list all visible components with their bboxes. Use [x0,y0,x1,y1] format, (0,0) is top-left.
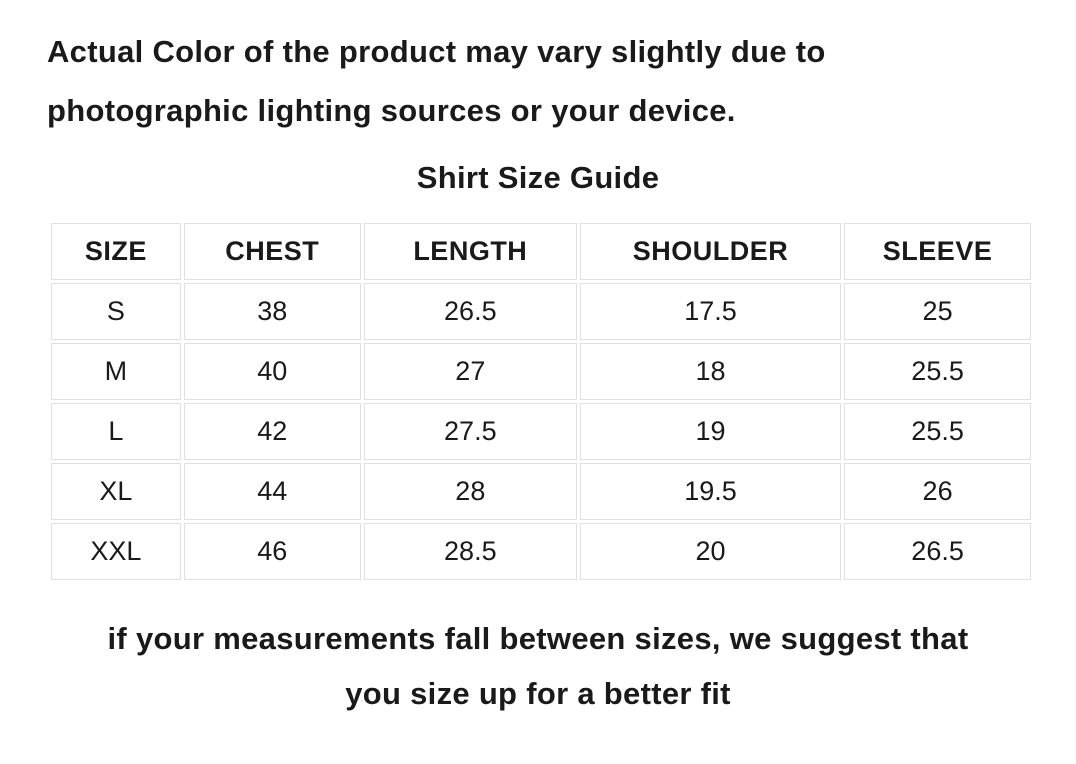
cell-l-chest: 42 [183,403,361,460]
cell-xxl-shoulder: 20 [579,523,842,580]
cell-xxl-chest: 46 [183,523,361,580]
cell-xl-size: XL [51,463,181,520]
table-row-s: S 38 26.5 17.5 25 [51,283,1031,340]
sizing-tip-line2: you size up for a better fit [345,676,731,711]
cell-m-chest: 40 [183,343,361,400]
cell-s-size: S [51,283,181,340]
cell-xxl-length: 28.5 [363,523,577,580]
page-title: Shirt Size Guide [416,160,660,195]
cell-m-length: 27 [363,343,577,400]
header-cell-shoulder: SHOULDER [579,223,842,280]
cell-xl-chest: 44 [183,463,361,520]
header-cell-size: SIZE [51,223,181,280]
cell-l-size: L [51,403,181,460]
sizing-tip: if your measurements fall between sizes,… [20,611,1056,721]
cell-s-length: 26.5 [363,283,577,340]
cell-s-sleeve: 25 [844,283,1031,340]
cell-m-shoulder: 18 [579,343,842,400]
color-disclaimer: Actual Color of the product may vary sli… [47,22,1036,140]
header-cell-sleeve: SLEEVE [844,223,1031,280]
header-cell-chest: CHEST [183,223,361,280]
size-guide-table: SIZE CHEST LENGTH SHOULDER SLEEVE S 38 2… [48,220,1034,583]
color-disclaimer-line2: photographic lighting sources or your de… [47,93,736,128]
color-disclaimer-line1: Actual Color of the product may vary sli… [47,34,826,69]
cell-l-length: 27.5 [363,403,577,460]
header-cell-length: LENGTH [363,223,577,280]
cell-xl-sleeve: 26 [844,463,1031,520]
table-row-xxl: XXL 46 28.5 20 26.5 [51,523,1031,580]
cell-l-shoulder: 19 [579,403,842,460]
table-header-row: SIZE CHEST LENGTH SHOULDER SLEEVE [51,223,1031,280]
cell-s-shoulder: 17.5 [579,283,842,340]
cell-xl-shoulder: 19.5 [579,463,842,520]
cell-s-chest: 38 [183,283,361,340]
cell-xl-length: 28 [363,463,577,520]
cell-m-sleeve: 25.5 [844,343,1031,400]
table-row-xl: XL 44 28 19.5 26 [51,463,1031,520]
cell-l-sleeve: 25.5 [844,403,1031,460]
sizing-tip-line1: if your measurements fall between sizes,… [107,621,969,656]
table-row-l: L 42 27.5 19 25.5 [51,403,1031,460]
cell-xxl-size: XXL [51,523,181,580]
size-guide-page: Actual Color of the product may vary sli… [0,22,1076,764]
cell-xxl-sleeve: 26.5 [844,523,1031,580]
cell-m-size: M [51,343,181,400]
table-row-m: M 40 27 18 25.5 [51,343,1031,400]
